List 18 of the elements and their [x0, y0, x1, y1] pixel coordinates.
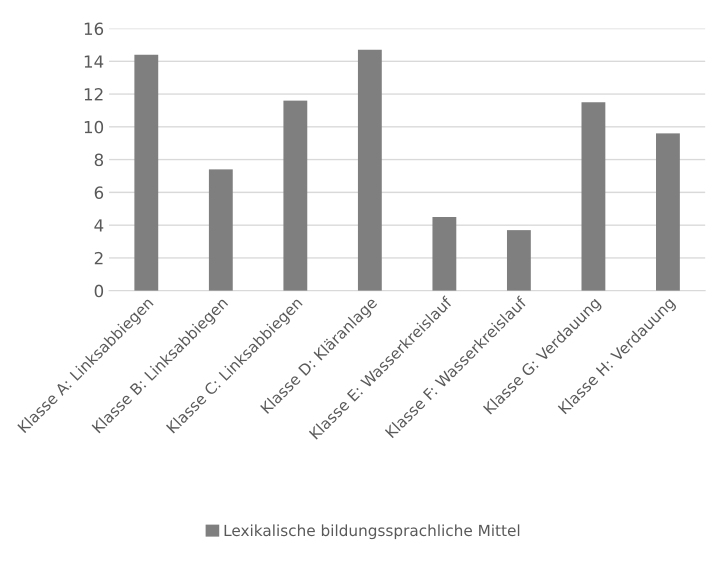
bar — [506, 230, 531, 291]
y-tick-label: 14 — [84, 55, 104, 68]
bar — [432, 216, 456, 291]
bar — [134, 54, 158, 291]
bar — [358, 50, 382, 291]
y-tick-label: 16 — [84, 22, 104, 36]
y-tick-label: 8 — [94, 154, 104, 166]
y-tick-label: 2 — [94, 252, 103, 264]
bar — [656, 133, 680, 291]
bar — [283, 100, 308, 291]
y-tick-label: 12 — [84, 88, 103, 100]
y-tick-label: 0 — [94, 284, 104, 298]
y-tick-label: 4 — [94, 219, 104, 232]
bar — [208, 169, 233, 291]
bar — [581, 102, 606, 291]
y-tick-label: 6 — [94, 186, 104, 199]
y-tick-label: 10 — [84, 120, 104, 134]
legend-label: Lexikalische bildungssprachliche Mittel — [224, 524, 520, 540]
